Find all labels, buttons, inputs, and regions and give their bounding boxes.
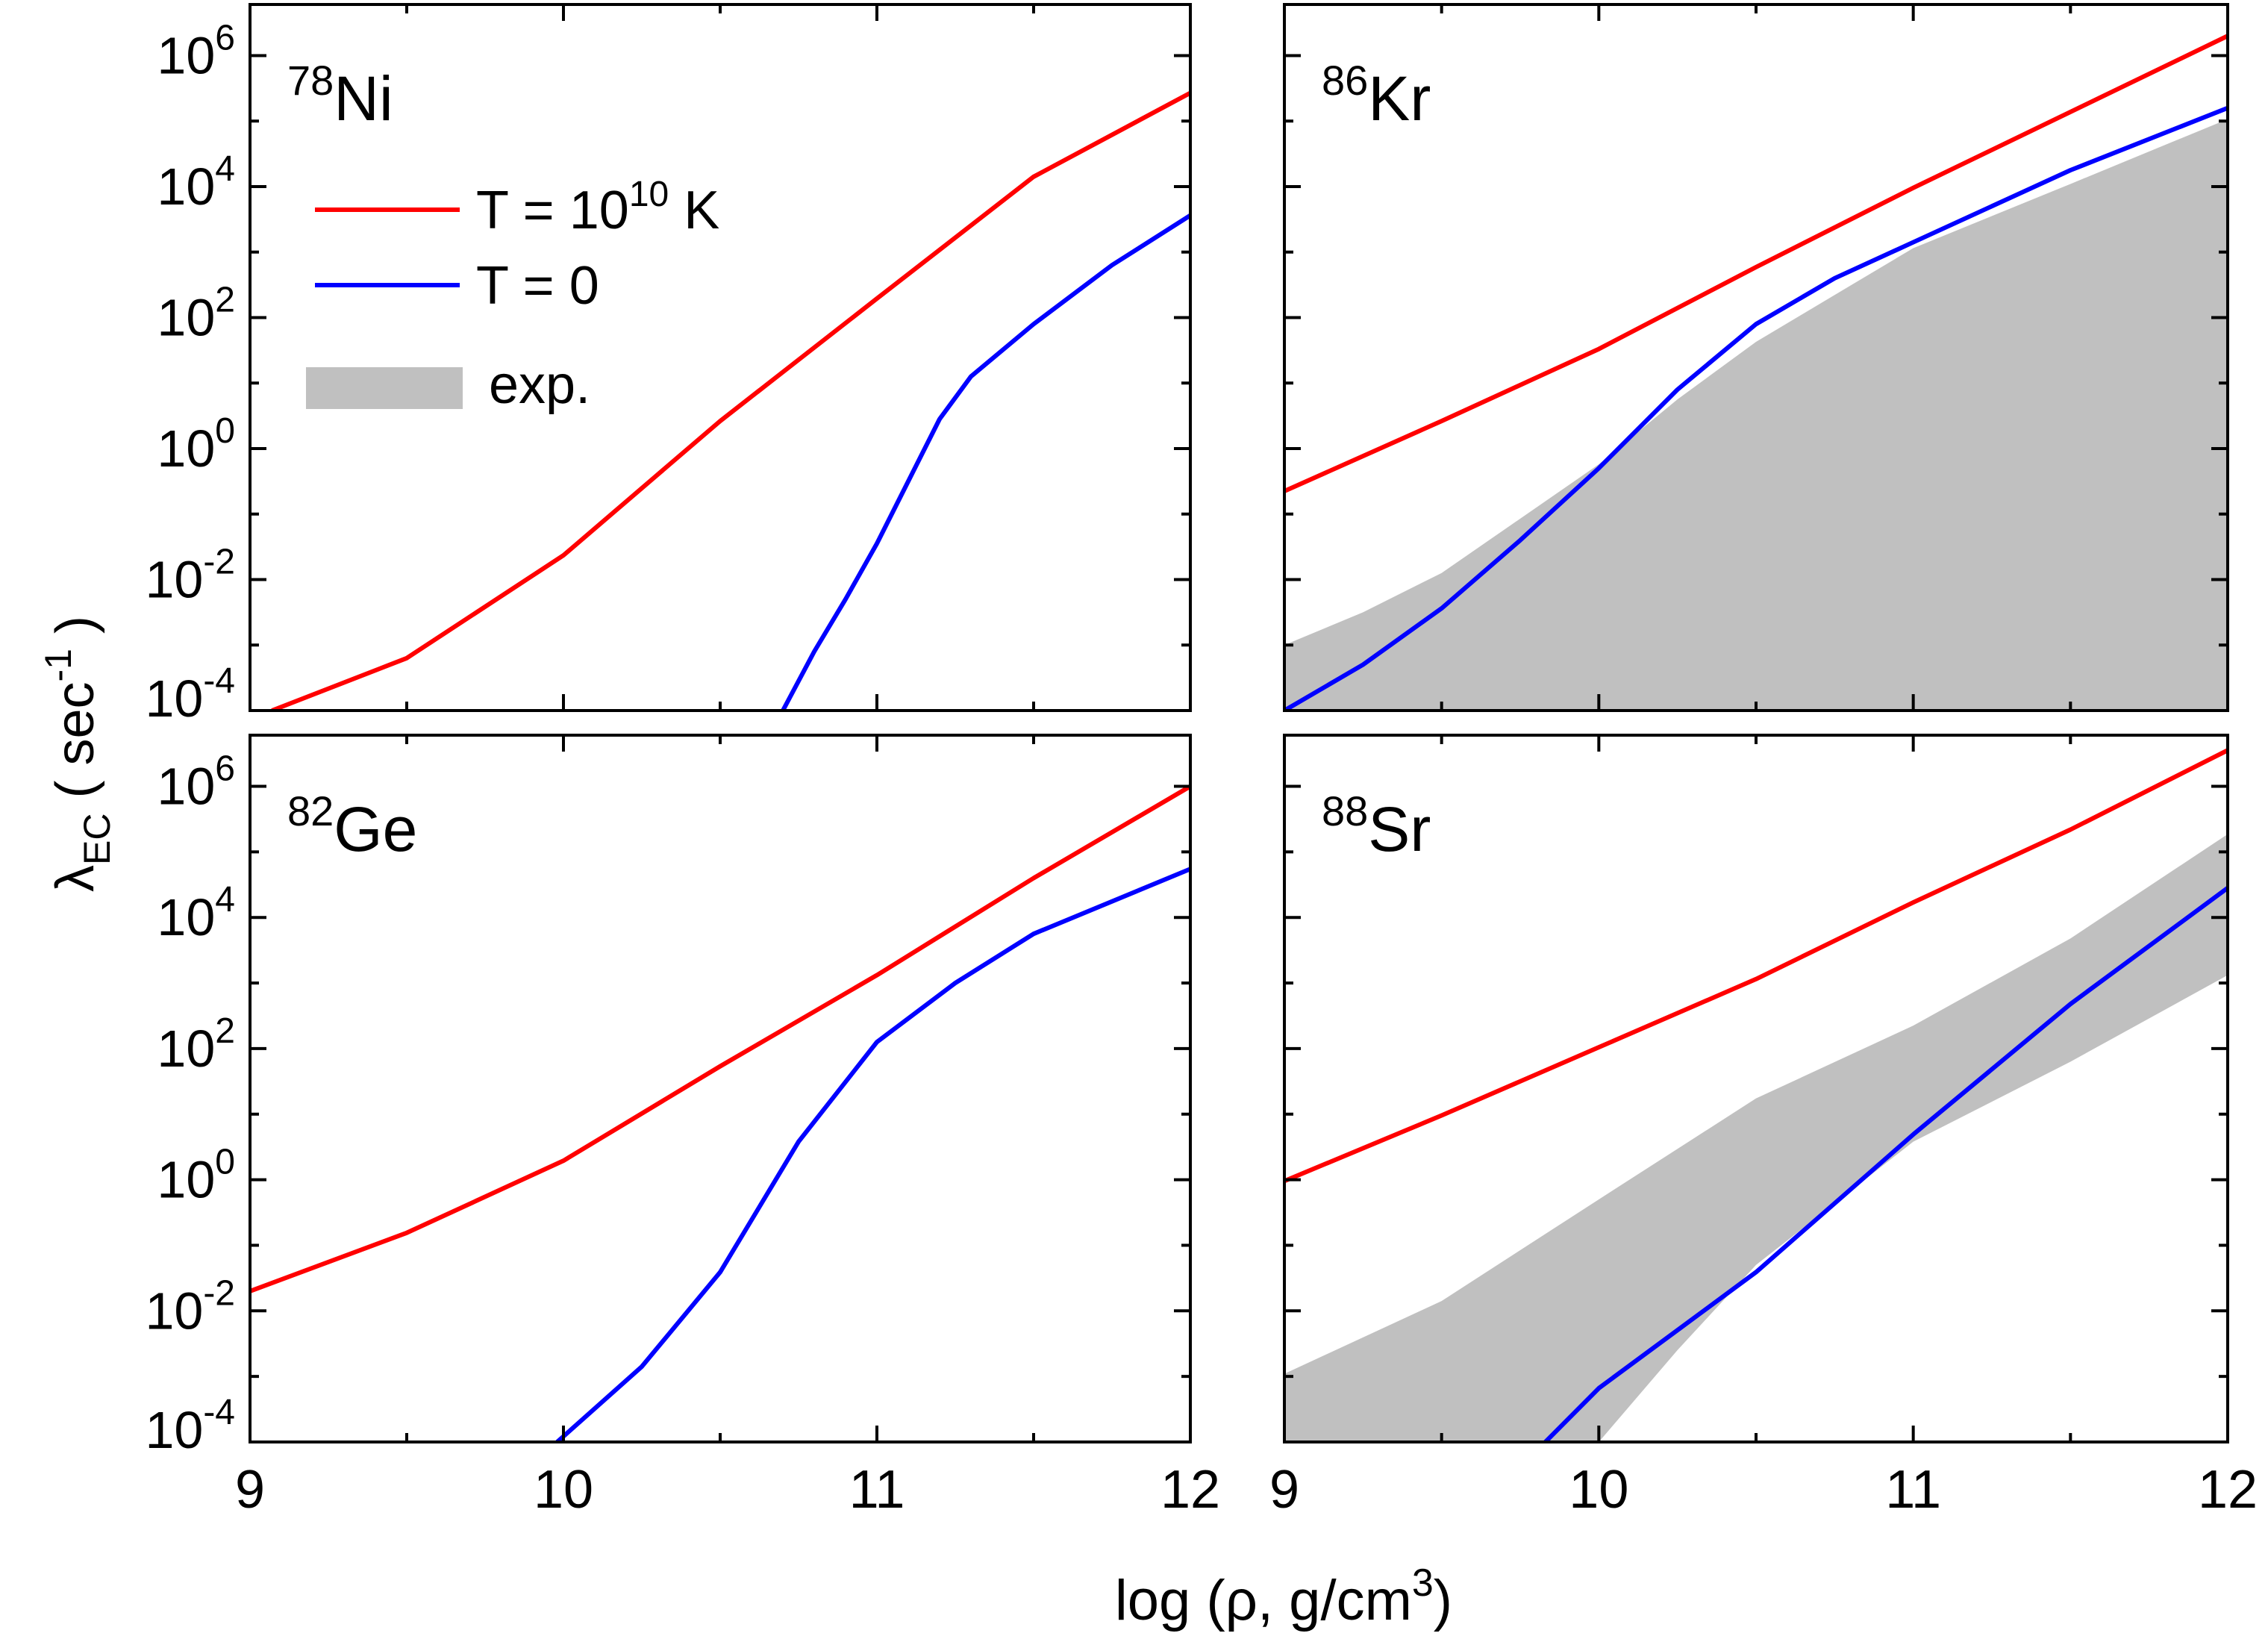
panel-sr: 9 10 11 12 88Sr [1269,734,2258,1520]
y-tick-label-base: 10 [157,26,215,84]
x-axis-label-sup: 3 [1412,1561,1434,1605]
y-axis-label-sup: -1 [37,649,79,681]
y-tick-label: 10-4 [145,661,235,728]
nucleus-label: 82Ge [287,787,417,864]
nucleus-label: 88Sr [1322,787,1431,864]
nucleus-symbol: Ni [334,63,393,134]
y-tick-label-base: 10 [157,157,215,216]
y-tick-label: 102 [157,280,235,346]
y-tick-label-base: 10 [157,419,215,478]
x-tick-label: 9 [235,1460,265,1520]
x-tick-label: 11 [1885,1460,1941,1520]
nucleus-mass: 88 [1322,787,1368,834]
series-line-cold [1543,886,2228,1442]
y-tick-label-base: 10 [157,1151,215,1209]
nucleus-label: 78Ni [287,57,393,134]
nucleus-mass: 82 [287,787,334,834]
y-axis-label-tail: ) [46,616,105,649]
x-tick-label: 12 [2198,1460,2258,1520]
x-axis-label-tail: ) [1434,1569,1452,1632]
y-tick-label: 104 [157,880,235,946]
y-tick-label-exp: 2 [215,1011,235,1051]
legend-swatch-exp [306,367,463,409]
x-axis-label: log (ρ, g/cm3) [1115,1561,1452,1632]
y-tick-label-exp: -4 [203,1393,235,1432]
y-tick-label: 104 [157,149,235,216]
series-line-cold [781,213,1190,711]
plot-area [1284,34,2228,711]
series-line-cold [555,867,1190,1442]
y-axis-label-sub: EC [76,814,118,865]
x-tick-label: 10 [534,1460,593,1520]
plot-area [1284,748,2228,1442]
y-tick-label-base: 10 [157,288,215,346]
y-tick-label-exp: -2 [203,542,235,581]
y-tick-label-base: 10 [157,888,215,946]
y-tick-label-base: 10 [157,1020,215,1078]
series-line-cold [1284,105,2228,711]
y-tick-label: 102 [157,1011,235,1078]
nucleus-mass: 86 [1322,57,1368,104]
y-tick-label-exp: 4 [215,149,235,189]
plot-area [250,784,1190,1442]
panel-kr: 86Kr [1283,3,2229,712]
exp-band [1284,119,2228,711]
x-tick-label: 12 [1160,1460,1220,1520]
y-tick-label-exp: -2 [203,1273,235,1313]
y-tick-label: 10-2 [145,1273,235,1340]
legend-label-hot: T = 1010 K [476,175,719,240]
y-axis-label-main: λ [46,865,105,892]
plot-area [271,90,1190,711]
legend: T = 1010 K T = 0 exp. [306,175,719,415]
nucleus-label: 86Kr [1322,57,1431,134]
y-tick-label-base: 10 [145,550,203,608]
y-tick-label-exp: 0 [215,1143,235,1182]
y-tick-label-base: 10 [157,758,215,816]
nucleus-symbol: Kr [1368,63,1431,134]
exp-band [1284,834,2228,1442]
y-tick-label-exp: 2 [215,280,235,319]
y-tick-label: 10-2 [145,542,235,608]
x-tick-label: 11 [849,1460,905,1520]
nucleus-mass: 78 [287,57,334,104]
x-tick-label: 10 [1569,1460,1628,1520]
series-line-hot [271,90,1190,711]
y-tick-label-base: 10 [145,1401,203,1459]
x-axis-label-main: log (ρ, g/cm [1115,1569,1412,1632]
series-line-hot [1284,748,2228,1184]
nucleus-symbol: Ge [334,794,417,864]
y-tick-label-base: 10 [145,1282,203,1340]
nucleus-symbol: Sr [1368,794,1431,864]
y-tick-label: 100 [157,411,235,478]
y-tick-label-exp: 4 [215,880,235,920]
y-tick-label-exp: 6 [215,18,235,57]
y-tick-label: 100 [157,1143,235,1209]
series-line-hot [1284,34,2228,493]
series-line-hot [250,784,1190,1293]
legend-label-exp: exp. [489,355,590,415]
x-tick-label: 9 [1269,1460,1299,1520]
y-tick-label: 10-4 [145,1393,235,1459]
y-tick-label: 106 [157,749,235,816]
y-tick-label: 106 [157,18,235,84]
y-tick-label-exp: -4 [203,661,235,701]
legend-label-cold: T = 0 [476,256,599,316]
y-axis-label: λEC ( sec-1 ) [37,616,118,892]
y-tick-label-exp: 0 [215,411,235,451]
y-axis-label-mid: ( sec [46,681,105,813]
y-tick-label-exp: 6 [215,749,235,789]
y-tick-label-base: 10 [145,669,203,728]
